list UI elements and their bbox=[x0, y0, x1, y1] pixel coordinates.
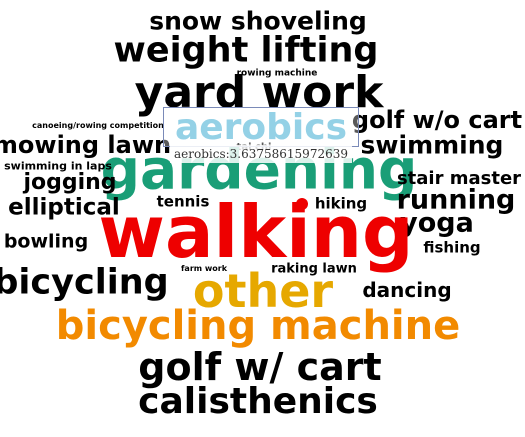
word-fishing[interactable]: fishing bbox=[423, 241, 480, 256]
word-bicycling-machine[interactable]: bicycling machine bbox=[56, 306, 460, 346]
tooltip: aerobics:3.63758615972639 bbox=[170, 145, 352, 163]
word-golf-w-o-cart[interactable]: golf w/o cart bbox=[352, 108, 522, 132]
hover-marker-dot bbox=[296, 198, 308, 210]
word-weight-lifting[interactable]: weight lifting bbox=[114, 34, 379, 69]
word-walking[interactable]: walking bbox=[98, 196, 413, 268]
word-dancing[interactable]: dancing bbox=[362, 280, 451, 300]
word-calisthenics[interactable]: calisthenics bbox=[138, 384, 378, 420]
word-canoeing-rowing-competition[interactable]: canoeing/rowing competition bbox=[32, 122, 164, 130]
hover-highlight-box bbox=[163, 107, 359, 147]
word-bicycling[interactable]: bicycling bbox=[0, 266, 169, 301]
word-bowling[interactable]: bowling bbox=[4, 233, 88, 252]
